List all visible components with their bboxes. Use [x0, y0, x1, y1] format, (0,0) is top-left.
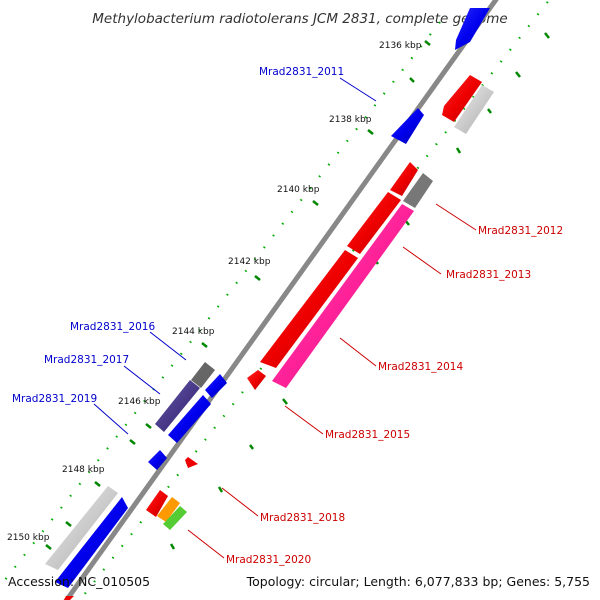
cds-2015[interactable] — [247, 370, 266, 390]
genome-backbone — [63, 0, 499, 600]
tick-labels: 2136 kbp 2138 kbp 2140 kbp 2142 kbp 2144… — [7, 41, 422, 543]
cds-2014[interactable] — [260, 250, 358, 368]
cds-2012[interactable] — [390, 162, 418, 196]
cds-2019-small[interactable] — [148, 450, 167, 470]
leader-lines — [93, 77, 477, 559]
tick-label: 2146 kbp — [118, 397, 161, 407]
feature-2020-orange[interactable] — [157, 497, 180, 522]
cds-2018-small[interactable] — [185, 457, 198, 468]
feature-2016-gray[interactable] — [191, 362, 215, 388]
cds-top-blue[interactable] — [455, 8, 490, 50]
feature-top-gray[interactable] — [454, 85, 494, 134]
gene-label-2013[interactable]: Mrad2831_2013 — [446, 269, 531, 281]
topology-text: Topology: circular; Length: 6,077,833 bp… — [246, 574, 590, 589]
gene-label-2016[interactable]: Mrad2831_2016 — [70, 321, 155, 333]
tick-label: 2150 kbp — [7, 533, 50, 543]
gene-label-2011[interactable]: Mrad2831_2011 — [259, 66, 344, 78]
cds-2013[interactable] — [347, 192, 401, 254]
map-title: Methylobacterium radiotolerans JCM 2831,… — [92, 11, 507, 27]
cds-bottom-red-tip[interactable] — [64, 596, 74, 600]
tick-label: 2142 kbp — [228, 257, 271, 267]
feature-2020-green[interactable] — [163, 506, 187, 530]
accession-text: Accession: NC_010505 — [8, 574, 150, 589]
gene-label-2018[interactable]: Mrad2831_2018 — [260, 512, 345, 524]
cds-2018[interactable] — [146, 490, 168, 517]
gene-labels: Mrad2831_2011 Mrad2831_2012 Mrad2831_201… — [12, 66, 563, 566]
gc-track-inner — [0, 21, 441, 589]
gc-track-dashes — [45, 32, 550, 550]
feature-track-left — [146, 362, 227, 530]
cds-2016[interactable] — [205, 374, 227, 398]
feature-track-top — [391, 8, 494, 144]
gene-label-2014[interactable]: Mrad2831_2014 — [378, 361, 463, 373]
tick-label: 2136 kbp — [379, 41, 422, 51]
cds-bottom-blue[interactable] — [55, 497, 128, 588]
feature-track-center — [247, 162, 433, 390]
tick-label: 2140 kbp — [277, 185, 320, 195]
feature-2017-dark[interactable] — [155, 380, 200, 432]
cds-2011[interactable] — [391, 108, 424, 144]
gene-label-2015[interactable]: Mrad2831_2015 — [325, 429, 410, 441]
gene-label-2019[interactable]: Mrad2831_2019 — [12, 393, 97, 405]
gene-label-2012[interactable]: Mrad2831_2012 — [478, 225, 563, 237]
feature-track-bottom — [45, 486, 128, 600]
tick-label: 2144 kbp — [172, 327, 215, 337]
tick-label: 2148 kbp — [62, 465, 105, 475]
cds-2017[interactable] — [168, 395, 211, 443]
gene-label-2017[interactable]: Mrad2831_2017 — [44, 354, 129, 366]
feature-bottom-gray[interactable] — [45, 486, 118, 570]
cds-top-red[interactable] — [442, 75, 482, 122]
tick-label: 2138 kbp — [329, 115, 372, 125]
feature-2012-gray[interactable] — [403, 173, 433, 208]
gene-label-2020[interactable]: Mrad2831_2020 — [226, 554, 311, 566]
rna-2013[interactable] — [272, 204, 414, 388]
